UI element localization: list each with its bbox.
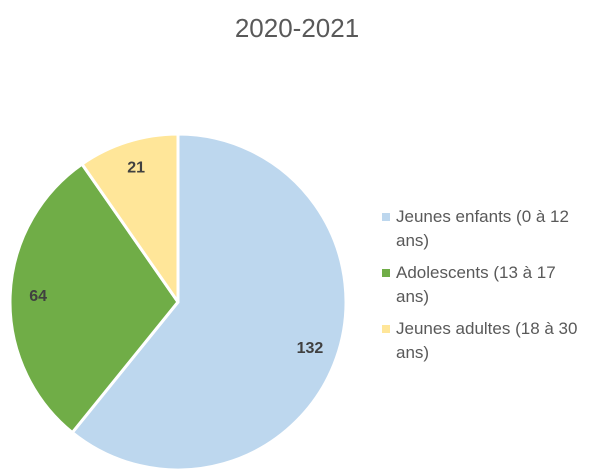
pie-slice (8, 162, 180, 435)
data-label: 132 (297, 340, 324, 357)
legend-label: Adolescents (13 à 17 ans) (396, 263, 556, 306)
pie-slice (80, 132, 180, 304)
legend-item: Jeunes adultes (18 à 30 ans) (382, 317, 582, 365)
legend: Jeunes enfants (0 à 12 ans) Adolescents (… (382, 205, 582, 373)
data-label: 21 (127, 160, 145, 177)
pie-slice (70, 132, 348, 470)
chart-title: 2020-2021 (235, 13, 359, 43)
legend-swatch (382, 325, 390, 333)
legend-swatch (382, 213, 390, 221)
legend-item: Jeunes enfants (0 à 12 ans) (382, 205, 582, 253)
legend-swatch (382, 269, 390, 277)
legend-label: Jeunes adultes (18 à 30 ans) (396, 319, 578, 362)
data-label: 64 (29, 288, 47, 305)
legend-label: Jeunes enfants (0 à 12 ans) (396, 207, 569, 250)
legend-item: Adolescents (13 à 17 ans) (382, 261, 582, 309)
